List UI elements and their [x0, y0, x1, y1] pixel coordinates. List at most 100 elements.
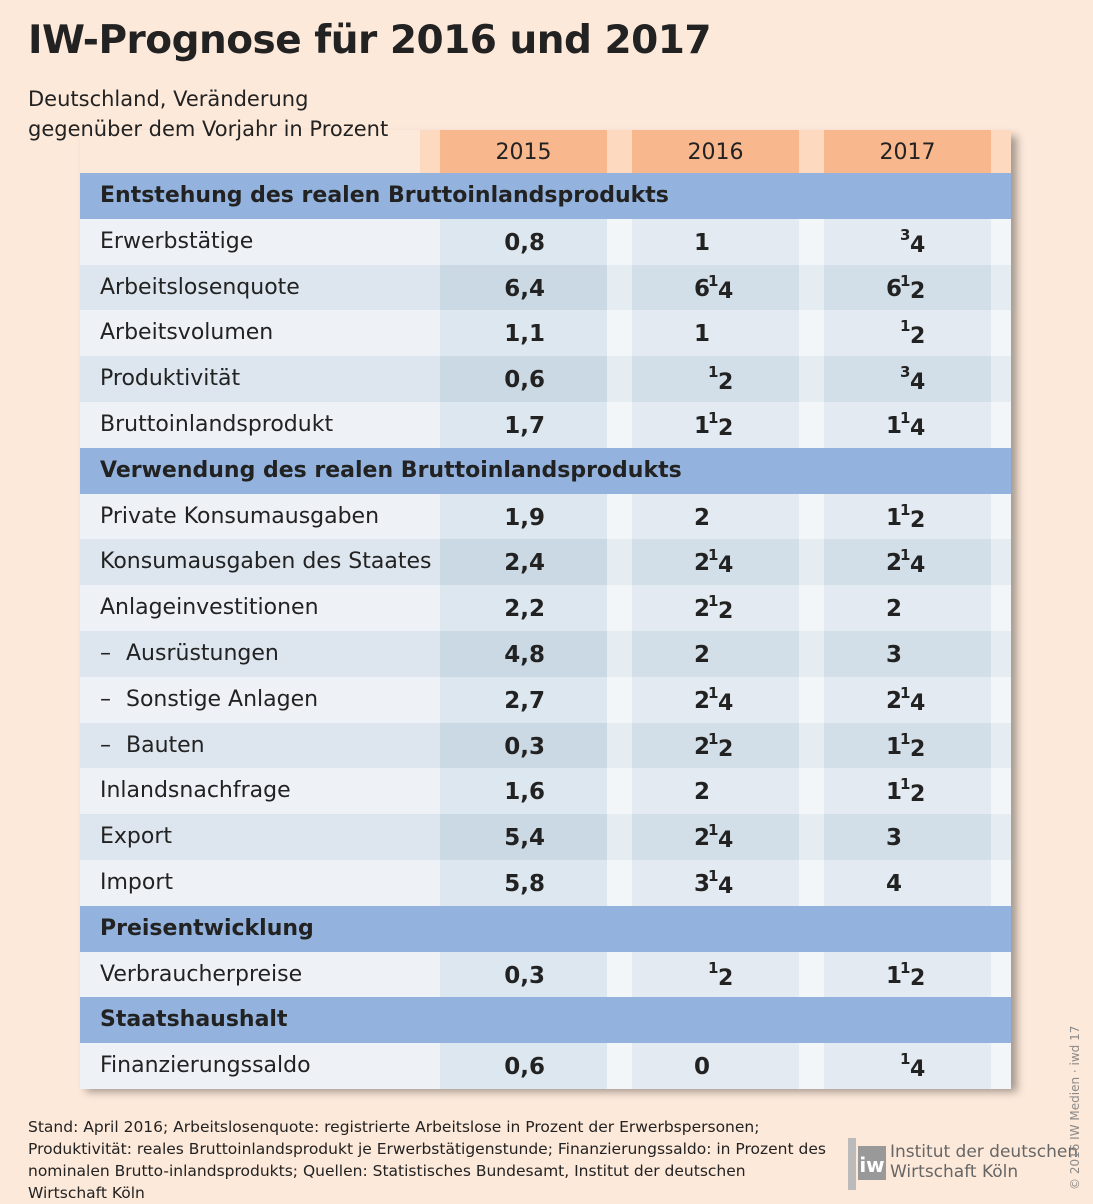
value-2016-denominator: 4: [718, 828, 734, 854]
logo-line-2: Wirtschaft Köln: [890, 1162, 1019, 1182]
column-spacer: [607, 814, 632, 860]
column-spacer: [799, 356, 824, 402]
header-spacer: [991, 130, 1011, 173]
column-spacer: [799, 264, 824, 311]
value-2015-text: 2,4: [504, 550, 545, 577]
row-label-text: Arbeitsvolumen: [100, 320, 274, 346]
value-2017-numerator: 1: [900, 271, 911, 290]
value-2016-whole: 6: [694, 275, 711, 302]
column-spacer: [607, 676, 632, 723]
sub-item-dash: –: [100, 686, 111, 712]
value-2017-denominator: 2: [910, 324, 926, 350]
value-2015-text: 6,4: [504, 275, 545, 302]
value-2017-numerator: 1: [900, 546, 911, 565]
table-row: Arbeitslosenquote 6,4 6 1 4 6 1 2: [80, 264, 1011, 311]
value-2015-text: 0,3: [504, 733, 545, 760]
value-2016-whole: 2: [694, 642, 711, 668]
column-spacer: [607, 631, 632, 677]
value-2015: 1,6: [440, 768, 607, 815]
row-label-text: Export: [100, 824, 173, 850]
column-spacer: [799, 722, 824, 769]
value-2015: 0,3: [440, 722, 607, 769]
value-2015-text: 4,8: [504, 642, 545, 668]
row-label: Anlageinvestitionen: [100, 585, 319, 631]
value-2016-numerator: 1: [708, 363, 719, 382]
logo-line-1: Institut der deutschen: [890, 1142, 1079, 1162]
value-2017-numerator: 1: [900, 1050, 911, 1069]
value-2016-denominator: 4: [718, 690, 734, 716]
value-2017-denominator: 2: [910, 782, 926, 808]
row-label-text: Inlandsnachfrage: [100, 778, 291, 804]
value-2016-whole: 1: [694, 413, 711, 439]
row-label: Export: [100, 814, 172, 860]
value-2016: 2: [632, 768, 799, 815]
value-2017-whole: 6: [886, 275, 903, 302]
column-spacer: [991, 676, 1011, 723]
value-2015-text: 0,3: [504, 962, 545, 989]
value-2016-numerator: 1: [708, 546, 719, 565]
column-spacer: [607, 768, 632, 815]
value-2017-numerator: 1: [900, 409, 911, 427]
table-row: Finanzierungssaldo 0,6 0 1 4: [80, 1043, 1011, 1089]
value-2016-numerator: 1: [708, 592, 719, 611]
column-spacer: [991, 722, 1011, 769]
table-row: Export 5,4 2 1 4 3: [80, 814, 1011, 860]
column-spacer: [991, 1043, 1011, 1089]
column-spacer: [991, 860, 1011, 906]
row-label: Produktivität: [100, 356, 240, 402]
value-2017-denominator: 4: [910, 370, 926, 396]
value-2016-numerator: 1: [708, 683, 719, 702]
column-spacer: [991, 310, 1011, 357]
value-2015: 5,4: [440, 814, 607, 860]
row-label: Bruttoinlandsprodukt: [100, 402, 333, 448]
table-row: Produktivität 0,6 1 2 3 4: [80, 356, 1011, 402]
value-2015-text: 0,8: [504, 229, 545, 256]
column-spacer: [799, 310, 824, 357]
value-2017-denominator: 2: [910, 278, 926, 304]
row-label: Private Konsumausgaben: [100, 494, 379, 540]
column-spacer: [799, 218, 824, 265]
value-2017-whole: 1: [886, 733, 903, 760]
value-2015: 1,7: [440, 402, 607, 448]
row-label-text: Produktivität: [100, 366, 241, 392]
value-2015-text: 1,6: [504, 779, 545, 806]
table-row: Inlandsnachfrage 1,6 2 1 1 2: [80, 768, 1011, 815]
subtitle: Deutschland, Veränderung gegenüber dem V…: [28, 84, 388, 144]
value-2016-whole: 3: [694, 871, 711, 897]
section-header: Staatshaushalt: [80, 997, 1011, 1044]
value-2016-whole: 2: [694, 779, 711, 806]
row-label-text: Sonstige Anlagen: [126, 686, 319, 712]
column-spacer: [991, 539, 1011, 586]
forecast-table: 2015 2016 2017 Entstehung des realen Bru…: [80, 130, 1011, 1089]
row-label: – Sonstige Anlagen: [100, 677, 318, 723]
row-label: – Bauten: [100, 723, 205, 769]
value-2017-whole: 1: [886, 413, 903, 439]
value-2015: 2,2: [440, 585, 607, 631]
value-2017-numerator: 1: [900, 500, 911, 519]
value-2015: 6,4: [440, 264, 607, 311]
value-2015: 0,6: [440, 1043, 607, 1089]
value-2015-text: 5,4: [504, 825, 545, 852]
column-spacer: [799, 402, 824, 448]
value-2017: 3: [824, 631, 991, 677]
row-label-text: Konsumausgaben des Staates: [100, 549, 432, 575]
row-label-text: Ausrüstungen: [126, 641, 279, 666]
column-spacer: [607, 402, 632, 448]
row-label-text: Finanzierungssaldo: [100, 1053, 311, 1079]
value-2016-numerator: 1: [708, 729, 719, 748]
iw-logo: iw Institut der deutschen Wirtschaft Köl…: [848, 1138, 1078, 1190]
value-2017-denominator: 2: [910, 965, 926, 991]
column-spacer: [607, 722, 632, 769]
value-2016-whole: 2: [694, 687, 711, 714]
value-2016-denominator: 4: [718, 278, 734, 304]
value-2017-whole: 2: [886, 596, 903, 623]
